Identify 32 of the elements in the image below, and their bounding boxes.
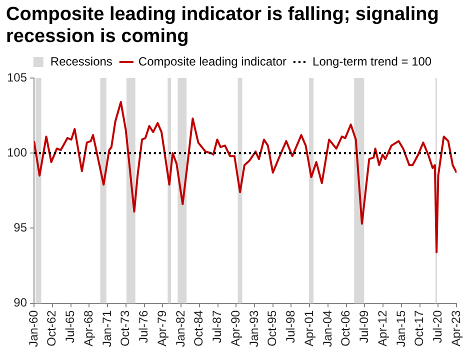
x-tick-label: Apr-68 — [81, 310, 96, 346]
x-tick-label: Apr-90 — [228, 310, 242, 346]
x-tick-label: Jan-15 — [394, 310, 408, 348]
y-tick-label: 100 — [6, 145, 28, 160]
x-tick-label: Apr-01 — [302, 310, 316, 346]
x-tick-label: Jan-60 — [26, 310, 40, 348]
x-tick-label: Jul-76 — [136, 310, 151, 343]
x-tick-label: Jul-09 — [357, 310, 372, 343]
x-tick-label: Apr-79 — [154, 310, 169, 346]
x-tick-label: Oct-17 — [412, 310, 426, 346]
x-tick-label: Jan-93 — [246, 310, 261, 348]
x-tick-label: Oct-06 — [338, 310, 353, 346]
y-tick-label: 105 — [6, 70, 28, 84]
x-tick-label: Jul-20 — [430, 310, 445, 343]
legend-label: Long-term trend = 100 — [312, 54, 432, 68]
x-tick-label: Oct-62 — [44, 310, 59, 346]
y-tick-label: 90 — [14, 296, 28, 310]
x-tick-label: Oct-84 — [192, 310, 206, 346]
y-tick-label: 95 — [14, 220, 28, 235]
x-tick-label: Oct-73 — [118, 310, 132, 346]
x-tick-label: Jan-82 — [173, 310, 188, 348]
x-tick-label: Apr-12 — [375, 310, 390, 346]
x-tick-label: Jul-87 — [210, 310, 224, 343]
x-tick-label: Oct-95 — [265, 310, 280, 346]
x-tick-label: Jan-04 — [320, 310, 334, 348]
x-tick-label: Jul-65 — [63, 310, 78, 343]
x-tick-label: Apr-23 — [448, 310, 463, 346]
legend-label: Composite leading indicator — [138, 54, 287, 68]
legend-label: Recessions — [50, 54, 112, 68]
x-tick-label: Jul-98 — [284, 310, 298, 343]
x-tick-label: Jan-71 — [100, 310, 114, 348]
chart-title: Composite leading indicator is falling; signaling recession is coming — [5, 3, 440, 48]
